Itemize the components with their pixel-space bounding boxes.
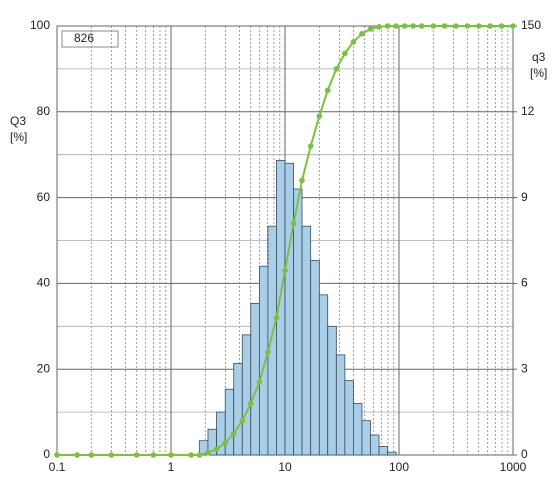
cumulative-point	[239, 417, 246, 424]
histogram-bar	[233, 363, 243, 456]
cumulative-point	[441, 23, 448, 29]
histogram-bar	[327, 325, 337, 456]
legend-text: 826	[74, 31, 94, 45]
cumulative-point	[418, 23, 425, 29]
cumulative-point	[222, 440, 229, 446]
cumulative-point	[299, 177, 305, 184]
histogram-bar	[258, 265, 269, 456]
x-tick-label: 100	[389, 460, 409, 474]
x-tick-label: 1000	[500, 460, 527, 474]
histogram-bar	[293, 188, 303, 456]
cumulative-point	[324, 87, 331, 94]
y-label-unit: [%]	[10, 130, 27, 144]
cumulative-point	[108, 452, 115, 458]
cumulative-point	[74, 452, 80, 458]
histogram-bar	[241, 334, 252, 456]
cumulative-point	[487, 23, 494, 29]
histogram-bar	[310, 260, 320, 456]
y-tick-label: 100	[30, 18, 50, 32]
cumulative-point	[290, 220, 297, 227]
cumulative-point	[350, 39, 357, 45]
y-tick-label: 40	[37, 276, 51, 290]
histogram-bar	[344, 380, 354, 456]
histogram-bar	[361, 420, 371, 456]
cumulative-point	[230, 430, 237, 437]
cumulative-point	[282, 267, 288, 274]
histogram-bar	[301, 225, 312, 456]
cumulative-point	[256, 379, 263, 385]
x-tick-label: 0.1	[49, 460, 66, 474]
cumulative-point	[265, 349, 271, 355]
histogram-bar	[370, 434, 380, 456]
histogram-bar	[318, 294, 329, 456]
y2-tick-label: 12	[521, 104, 535, 118]
histogram-bar	[378, 446, 388, 456]
cumulative-point	[333, 66, 340, 72]
cumulative-point	[453, 23, 459, 29]
y-label: Q3	[10, 114, 26, 128]
histogram-bar	[250, 303, 260, 456]
cumulative-point	[196, 452, 203, 458]
cumulative-point	[188, 452, 194, 458]
cumulative-point	[376, 24, 382, 30]
y2-label: q3	[532, 50, 546, 64]
cumulative-point	[475, 23, 482, 29]
y-tick-label: 60	[37, 190, 51, 204]
y2-tick-label: 6	[521, 276, 528, 290]
cumulative-point	[307, 143, 314, 149]
cumulative-point	[359, 30, 365, 37]
y2-tick-label: 0	[521, 447, 528, 461]
cumulative-point	[342, 50, 348, 57]
cumulative-point	[213, 446, 220, 452]
y-tick-label: 0	[43, 447, 50, 461]
cumulative-point	[168, 452, 174, 458]
cumulative-point	[150, 452, 157, 458]
histogram-bar	[335, 354, 346, 456]
y-tick-label: 80	[37, 104, 51, 118]
cumulative-point	[510, 23, 516, 29]
cumulative-point	[205, 450, 211, 456]
cumulative-point	[367, 26, 374, 32]
cumulative-point	[464, 23, 471, 29]
histogram-bar	[284, 162, 295, 456]
y2-label-unit: [%]	[530, 66, 547, 80]
cumulative-point	[247, 400, 254, 407]
cumulative-point	[401, 23, 408, 29]
y2-tick-label: 150	[521, 18, 541, 32]
cumulative-point	[273, 314, 280, 321]
cumulative-point	[410, 23, 416, 29]
cumulative-point	[498, 23, 505, 29]
cumulative-point	[54, 452, 60, 458]
histogram-bar	[352, 403, 363, 456]
cumulative-point	[88, 452, 95, 458]
cumulative-point	[133, 452, 140, 458]
cumulative-point	[393, 23, 399, 29]
cumulative-point	[430, 23, 437, 29]
cumulative-point	[316, 113, 323, 119]
legend-box	[61, 30, 119, 48]
histogram-bar	[267, 225, 277, 456]
cumulative-point	[384, 23, 391, 29]
y2-tick-label: 9	[521, 190, 528, 204]
y-tick-label: 20	[37, 361, 51, 375]
histogram-bar	[387, 451, 397, 456]
x-tick-label: 10	[278, 460, 292, 474]
x-tick-label: 1	[168, 460, 175, 474]
y2-tick-label: 3	[521, 361, 528, 375]
